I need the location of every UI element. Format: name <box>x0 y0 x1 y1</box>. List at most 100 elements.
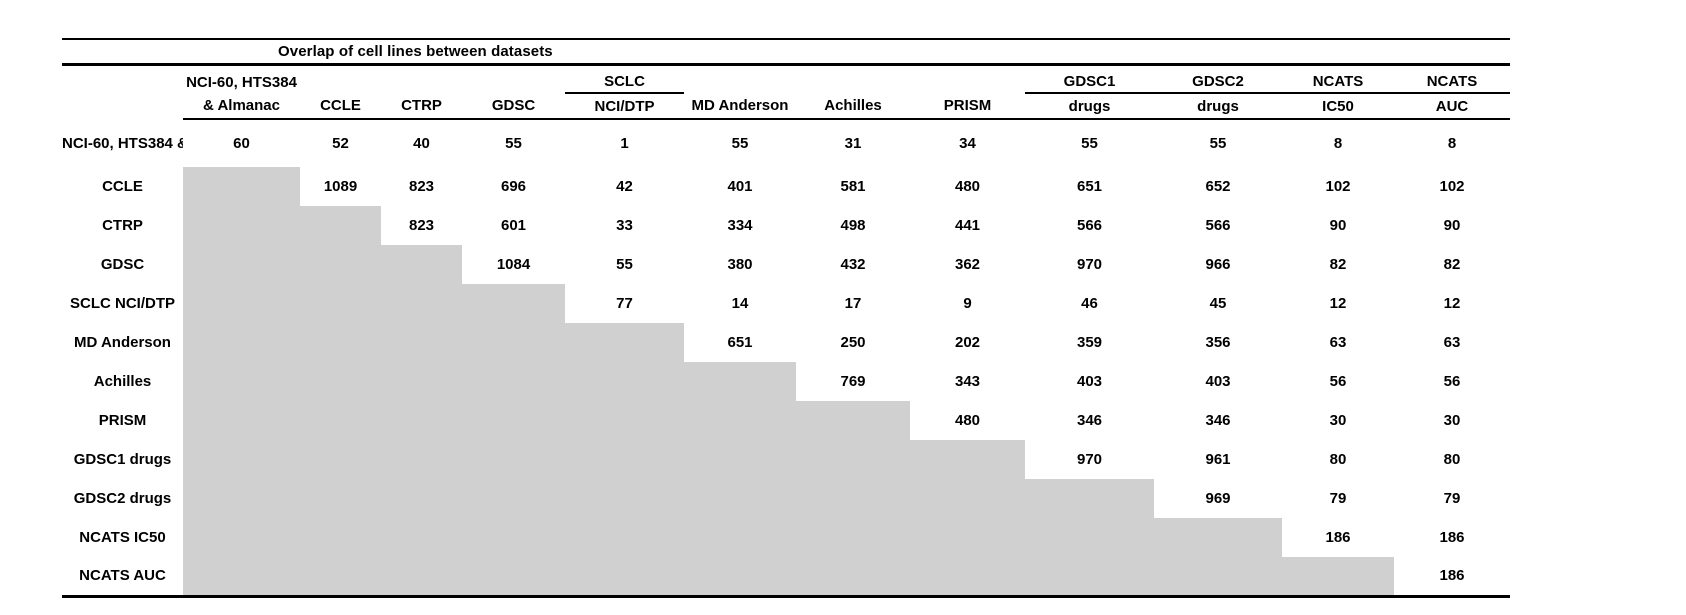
shaded-cell <box>381 245 462 284</box>
row-label: GDSC1 drugs <box>73 451 172 468</box>
value-cell: 33 <box>616 217 633 234</box>
column-header-bottom: NCI/DTP <box>565 93 684 120</box>
value-cell: 1084 <box>496 256 531 273</box>
column-header-bottom: & Almanac <box>183 93 300 120</box>
shaded-cell <box>462 401 565 440</box>
value-cell: 970 <box>1076 451 1103 468</box>
shaded-cell <box>381 557 462 598</box>
shaded-cell <box>565 518 684 557</box>
shaded-cell <box>796 401 910 440</box>
value-cell: 356 <box>1205 334 1231 351</box>
value-cell: 403 <box>1076 373 1103 390</box>
value-cell: 90 <box>1329 217 1347 234</box>
value-cell: 823 <box>408 217 435 234</box>
row-label: NCATS IC50 <box>79 529 166 546</box>
shaded-cell <box>462 284 565 323</box>
value-cell: 380 <box>727 256 753 273</box>
shaded-cell <box>565 557 684 598</box>
value-cell: 102 <box>1439 178 1465 195</box>
column-header-bottom: GDSC <box>462 93 565 120</box>
row-label: GDSC <box>100 256 145 273</box>
column-header-bottom: PRISM <box>910 93 1025 120</box>
shaded-cell <box>565 401 684 440</box>
row-label: NCATS AUC <box>62 557 183 598</box>
shaded-cell <box>1154 518 1282 557</box>
shaded-cell <box>462 518 565 557</box>
shaded-cell <box>462 440 565 479</box>
value-cell: 55 <box>505 135 522 152</box>
column-header-top <box>796 66 910 93</box>
value-cell: 651 <box>727 334 753 351</box>
shaded-cell <box>300 479 381 518</box>
table-title-band: Overlap of cell lines between datasets <box>62 38 1510 66</box>
shaded-cell <box>565 323 684 362</box>
shaded-cell <box>565 479 684 518</box>
table-row: CTRP 823 601 33 334 498 441 566 566 90 90 <box>62 206 1510 245</box>
value-cell: 1 <box>620 135 629 152</box>
shaded-cell <box>300 362 381 401</box>
value-cell: 12 <box>1443 295 1461 312</box>
value-cell: 403 <box>1205 373 1231 390</box>
column-header-bottom: drugs <box>1154 93 1282 120</box>
shaded-cell <box>300 284 381 323</box>
shaded-cell <box>183 401 300 440</box>
row-label: NCI-60, HTS384 & Almanac <box>62 134 183 152</box>
shaded-cell <box>796 440 910 479</box>
column-header-bottom: IC50 <box>1282 93 1394 120</box>
table-title: Overlap of cell lines between datasets <box>278 43 553 60</box>
value-cell: 1089 <box>323 178 358 195</box>
shaded-cell <box>684 518 796 557</box>
value-cell: 52 <box>332 135 349 152</box>
shaded-cell <box>910 479 1025 518</box>
shaded-cell <box>684 479 796 518</box>
shaded-cell <box>183 557 300 598</box>
table-header: NCI-60, HTS384 SCLC GDSC1 GDSC2 NCATS NCATS & … <box>62 66 1510 120</box>
shaded-cell <box>183 323 300 362</box>
value-cell: 42 <box>616 178 633 195</box>
table-row: NCATS AUC 186 <box>62 557 1510 598</box>
value-cell: 652 <box>1205 178 1231 195</box>
value-cell: 480 <box>954 412 981 429</box>
table-row: GDSC 1084 55 380 432 362 970 966 82 82 <box>62 245 1510 284</box>
value-cell: 651 <box>1076 178 1103 195</box>
value-cell: 30 <box>1443 412 1461 429</box>
value-cell: 250 <box>840 334 866 351</box>
shaded-cell <box>183 362 300 401</box>
row-label: GDSC2 drugs <box>73 490 172 507</box>
column-header-bottom: CTRP <box>381 93 462 120</box>
shaded-cell <box>910 557 1025 598</box>
column-header-top <box>684 66 796 93</box>
shaded-cell <box>1025 557 1154 598</box>
value-cell: 80 <box>1329 451 1347 468</box>
value-cell: 55 <box>1081 135 1098 152</box>
shaded-cell <box>381 323 462 362</box>
shaded-cell <box>300 206 381 245</box>
value-cell: 30 <box>1329 412 1347 429</box>
value-cell: 966 <box>1205 256 1231 273</box>
value-cell: 202 <box>954 334 981 351</box>
table-row: GDSC1 drugs 970 961 80 80 <box>62 440 1510 479</box>
column-header-top <box>910 66 1025 93</box>
value-cell: 63 <box>1329 334 1347 351</box>
value-cell: 696 <box>500 178 527 195</box>
shaded-cell <box>381 362 462 401</box>
value-cell: 432 <box>840 256 866 273</box>
row-label: PRISM <box>98 412 147 429</box>
table-row: NCATS IC50 186 186 <box>62 518 1510 557</box>
value-cell: 56 <box>1443 373 1461 390</box>
value-cell: 969 <box>1205 490 1231 507</box>
overlap-figure: Overlap of cell lines between datasets N… <box>62 38 1510 598</box>
shaded-cell <box>684 362 796 401</box>
shaded-cell <box>684 557 796 598</box>
value-cell: 769 <box>840 373 866 390</box>
value-cell: 343 <box>954 373 981 390</box>
table-body: NCI-60, HTS384 & Almanac 60 52 40 55 1 55 31 34 5… <box>62 119 1510 598</box>
value-cell: 34 <box>959 135 976 152</box>
column-header-bottom: CCLE <box>300 93 381 120</box>
value-cell: 45 <box>1209 295 1227 312</box>
shaded-cell <box>796 557 910 598</box>
column-header-top: GDSC2 <box>1154 66 1282 94</box>
shaded-cell <box>300 323 381 362</box>
table-row: CCLE 1089 823 696 42 401 581 480 651 652 102 102 <box>62 167 1510 206</box>
shaded-cell <box>462 557 565 598</box>
